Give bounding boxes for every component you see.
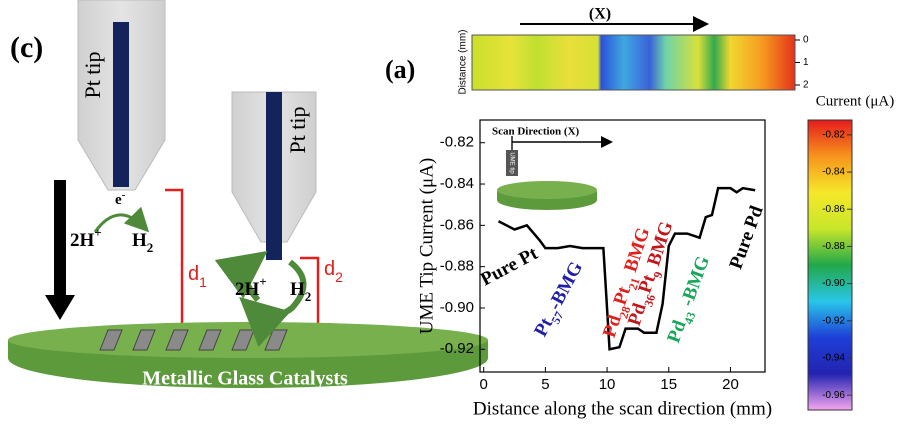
- cycle-arrow: [214, 250, 268, 303]
- annotation-text: Pure Pd: [726, 203, 768, 272]
- inset-title: Scan Direction (X): [492, 126, 580, 138]
- plot-frame: [479, 119, 766, 373]
- annotation: Pd43 -BMG: [664, 253, 718, 347]
- heatmap-tick-label: 1: [803, 57, 809, 68]
- subscript: 43: [681, 310, 698, 326]
- symbol: 2H: [70, 230, 95, 251]
- symbol: H: [290, 279, 305, 300]
- annotation: Pure Pt: [477, 243, 542, 291]
- colorbar-tick-label: -0.86: [822, 204, 845, 215]
- annotation: Pt57-BMG: [531, 258, 591, 342]
- reactant: 2H+: [235, 274, 267, 300]
- subscript: 2: [305, 289, 312, 304]
- symbol: d1: [188, 263, 207, 289]
- heatmap-tick-label: 2: [803, 80, 809, 91]
- panel-label: (c): [10, 31, 43, 64]
- heatmap: [471, 34, 796, 91]
- annotation-text: -BMG: [545, 258, 588, 314]
- colorbar-tick-label: -0.92: [822, 315, 845, 326]
- reaction-arrow: [93, 206, 150, 233]
- symbol: e: [115, 192, 122, 208]
- symbol: d: [324, 258, 335, 280]
- tip-wire: [113, 22, 129, 187]
- distance-label: d1: [188, 263, 207, 289]
- x-axis-label: Distance along the scan direction (mm): [473, 398, 772, 419]
- substrate-label: Metallic Glass Catalysts: [142, 368, 348, 390]
- inset-disc-top: [497, 181, 597, 199]
- reactant: 2H+: [70, 225, 102, 251]
- product: H2: [132, 230, 153, 255]
- colorbar-tick-label: -0.96: [822, 390, 845, 401]
- y-tick-label: -0.88: [440, 258, 474, 275]
- data-line: [497, 186, 756, 351]
- superscript: +: [94, 225, 101, 240]
- subscript: 36: [641, 293, 658, 309]
- colorbar-tick-label: -0.84: [822, 167, 845, 178]
- scan-label: (X): [589, 6, 611, 23]
- approach-arrow-head: [45, 295, 75, 320]
- diagram: (c) Pt tip Pt tip e- 2H+ H2 d1 d2 2H+ H2…: [8, 0, 488, 390]
- colorbar-tick-label: -0.82: [822, 130, 845, 141]
- subscript: 2: [335, 269, 343, 285]
- x-tick-label: 10: [599, 376, 616, 393]
- y-tick-label: -0.84: [440, 175, 474, 192]
- distance-bracket: [165, 188, 184, 332]
- x-tick-label: 20: [722, 376, 739, 393]
- symbol: H: [132, 230, 147, 251]
- tip-label: Pt tip: [285, 106, 310, 153]
- y-tick-label: -0.90: [440, 299, 474, 316]
- panel-label: (a): [385, 55, 415, 84]
- inset-tip: [506, 150, 518, 176]
- symbol: d2: [324, 258, 343, 284]
- colorbar-tick-label: -0.88: [822, 241, 845, 252]
- subscript: 21: [625, 276, 642, 292]
- symbol: d: [188, 263, 199, 285]
- x-tick-label: 15: [660, 376, 677, 393]
- annotation-text: -BMG: [675, 253, 714, 313]
- cycle-arrow: [239, 259, 307, 347]
- subscript: 1: [199, 274, 207, 290]
- colorbar-title: Current (μA): [816, 93, 894, 109]
- product: H2: [290, 279, 311, 304]
- colorbar-tick-label: -0.94: [822, 353, 845, 364]
- y-tick-label: -0.82: [440, 134, 474, 151]
- annotation: Pure Pd: [726, 203, 768, 272]
- tip-wire: [266, 92, 282, 260]
- subscript: 2: [147, 240, 154, 255]
- x-tick-label: 0: [480, 376, 488, 393]
- y-tick-label: -0.86: [440, 216, 474, 233]
- y-axis-label: UME Tip Current (μA): [416, 158, 437, 334]
- distance-label: d2: [324, 258, 343, 284]
- subscript: 28: [616, 304, 633, 320]
- symbol: 2H: [235, 279, 260, 300]
- subscript: 9: [650, 270, 665, 280]
- y-tick-label: -0.92: [440, 340, 474, 357]
- heatmap-tick-label: 0: [803, 35, 809, 46]
- subscript: 57: [548, 309, 566, 326]
- colorbar-tick-label: -0.90: [822, 278, 845, 289]
- superscript: -: [122, 189, 126, 201]
- heatmap-axis-label: Distance (mm): [458, 29, 469, 94]
- inset-tip-label: UME tip: [508, 152, 514, 174]
- electron: e-: [115, 189, 126, 209]
- tip-label: Pt tip: [80, 51, 105, 98]
- colorbar: [807, 119, 853, 411]
- superscript: +: [259, 274, 266, 289]
- x-tick-label: 5: [541, 376, 549, 393]
- annotation-text: Pure Pt: [477, 243, 542, 291]
